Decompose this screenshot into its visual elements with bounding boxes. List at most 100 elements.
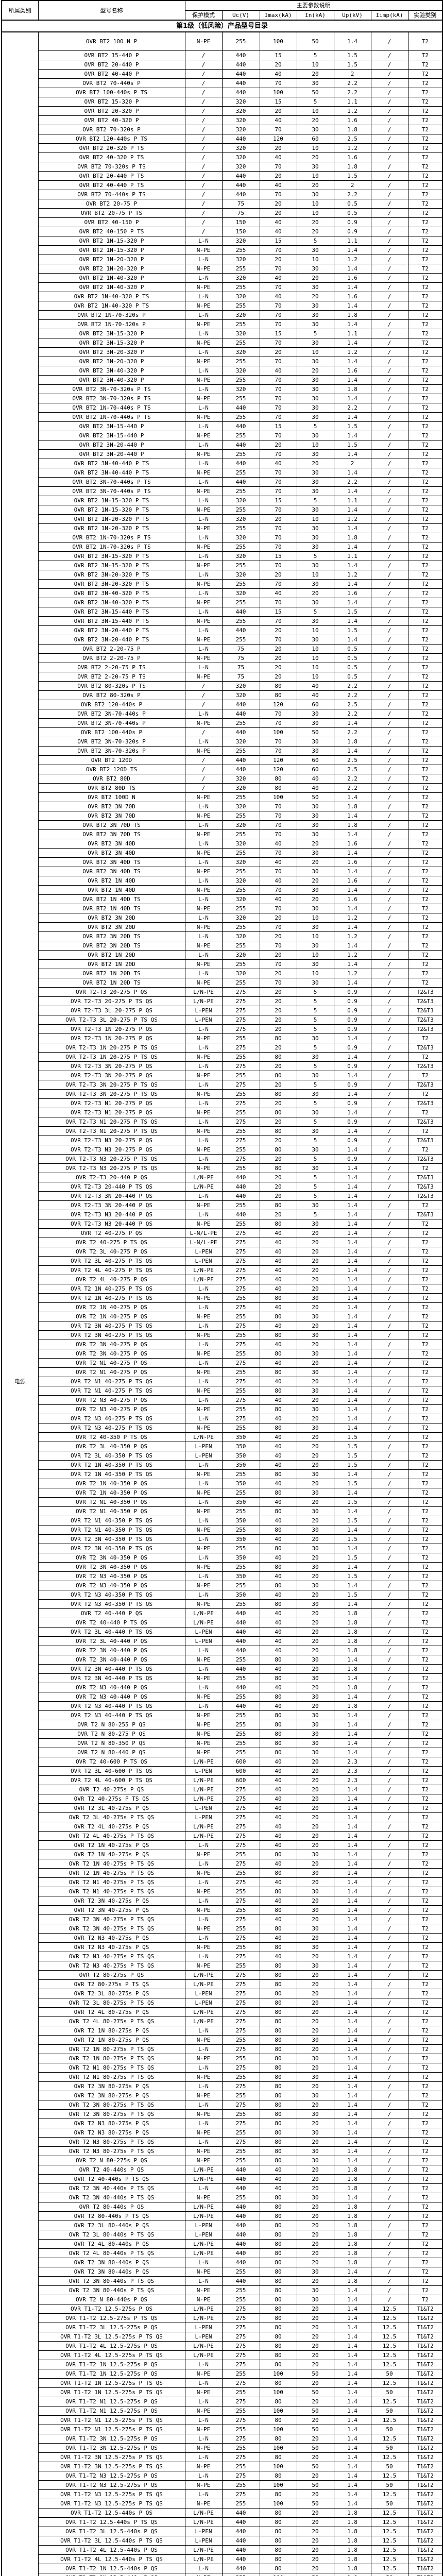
uc-cell: 275 xyxy=(222,2322,260,2332)
iimp-cell: / xyxy=(370,1589,408,1600)
model-cell: OVR T2 N3 40-275 P TS QS xyxy=(38,1422,185,1433)
table-row: OVR T2 N 80-350 P QS N-PE 255 80 30 1.4/T2 xyxy=(2,1738,443,1748)
in-cell: 30 xyxy=(296,2266,334,2277)
model-cell: OVR T2 N 80-275s P QS xyxy=(38,2155,185,2165)
iimp-cell: 12.5 xyxy=(370,2535,408,2546)
table-row: OVR T1-T2 3L 12.5-275s P TS QS L-PEN 275 80… xyxy=(2,2331,443,2342)
model-cell: OVR T1-T2 3L 12.5-440s P TS QS xyxy=(38,2535,185,2546)
uc-cell: 255 xyxy=(222,504,260,515)
uc-cell: 275 xyxy=(222,2044,260,2054)
up-cell: 1.4 xyxy=(333,1691,371,1702)
iimp-cell: / xyxy=(370,254,408,264)
iimp-cell: / xyxy=(370,1682,408,1692)
test-class-cell: T2 xyxy=(407,2276,443,2286)
table-row: OVR T2 N 80-440 P QS N-PE 255 80 30 1.4/T2 xyxy=(2,1747,443,1757)
iimp-cell: 50 xyxy=(370,2443,408,2453)
uc-cell: 255 xyxy=(222,1469,260,1479)
protect-mode-cell: L/N-PE xyxy=(184,1784,223,1794)
iimp-cell: / xyxy=(370,2192,408,2202)
model-cell: OVR T2 N1 40-350 P QS xyxy=(38,1506,185,1516)
protect-mode-cell: L-N xyxy=(184,931,223,941)
protect-mode-cell: N-PE xyxy=(184,1311,223,1321)
protect-mode-cell: L-N xyxy=(184,1079,223,1090)
protect-mode-cell: N-PE xyxy=(184,1126,223,1136)
iimp-cell: / xyxy=(370,1302,408,1312)
protect-mode-cell: N-PE xyxy=(184,1469,223,1479)
protect-mode-cell: L-N xyxy=(184,894,223,904)
up-cell: 1.4 xyxy=(333,1506,371,1516)
in-cell: 30 xyxy=(296,1404,334,1414)
uc-cell: 255 xyxy=(222,1849,260,1859)
model-cell: OVR T2 3N 80-440s P TS QS xyxy=(38,2285,185,2295)
in-cell: 20 xyxy=(296,1793,334,1804)
model-cell: OVR BT2 3N 40D TS xyxy=(38,866,185,876)
iimp-cell: 12.5 xyxy=(370,2526,408,2536)
model-cell: OVR BT2 2-20-75 P TS xyxy=(38,662,185,672)
test-class-cell: T2 xyxy=(407,430,443,440)
uc-cell: 440 xyxy=(222,2545,260,2555)
test-class-cell: T1&T2 xyxy=(407,2498,443,2509)
iimp-cell: / xyxy=(370,31,408,51)
column-header-in: In(kA) xyxy=(296,10,334,21)
test-class-cell: T2 xyxy=(407,903,443,913)
uc-cell: 320 xyxy=(222,532,260,543)
iimp-cell: / xyxy=(370,477,408,487)
imax-cell: 40 xyxy=(259,1701,297,1711)
uc-cell: 255 xyxy=(222,412,260,422)
model-cell: OVR T1-T2 12.5-440s P TS QS xyxy=(38,2517,185,2527)
table-row: OVR T2-T3 N3 20-275 P TS QS N-PE 255 80 30 1.… xyxy=(2,1163,443,1173)
protect-mode-cell: / xyxy=(184,171,223,181)
protect-mode-cell: L/N-PE xyxy=(184,2303,223,2314)
iimp-cell: / xyxy=(370,1191,408,1201)
test-class-cell: T2&T3 xyxy=(407,987,443,997)
iimp-cell: / xyxy=(370,718,408,728)
up-cell: 1.5 xyxy=(333,1450,371,1461)
model-cell: OVR BT2 1N 20D xyxy=(38,950,185,960)
test-class-cell: T2 xyxy=(407,523,443,533)
uc-cell: 320 xyxy=(222,681,260,691)
in-cell: 20 xyxy=(296,2248,334,2258)
imax-cell: 80 xyxy=(259,1905,297,1915)
uc-cell: 320 xyxy=(222,551,260,561)
up-cell: 1.4 xyxy=(333,412,371,422)
imax-cell: 70 xyxy=(259,579,297,589)
imax-cell: 80 xyxy=(259,2396,297,2406)
uc-cell: 255 xyxy=(222,1144,260,1155)
in-cell: 10 xyxy=(296,950,334,960)
protect-mode-cell: N-PE xyxy=(184,2266,223,2277)
protect-mode-cell: N-PE xyxy=(184,1330,223,1340)
protect-mode-cell: N-PE xyxy=(184,504,223,515)
in-cell: 20 xyxy=(296,2211,334,2221)
table-row: OVR T2 3N 40-275s P QS N-PE 255 80 30 1.4/T2 xyxy=(2,1905,443,1915)
protect-mode-cell: L-PEN xyxy=(184,2220,223,2230)
protect-mode-cell: L/N-PE xyxy=(184,1831,223,1841)
table-row: OVR T2 40-440s P TS QS L/N-PE 440 40 20 1.8/T… xyxy=(2,2174,443,2184)
up-cell: 1.6 xyxy=(333,291,371,301)
iimp-cell: / xyxy=(370,1052,408,1062)
test-class-cell: T2 xyxy=(407,384,443,394)
in-cell: 60 xyxy=(296,133,334,144)
imax-cell: 70 xyxy=(259,560,297,570)
table-row: OVR T2 3L 40-275s P TS QS L-PEN 275 40 20 1.4… xyxy=(2,1812,443,1822)
in-cell: 50 xyxy=(296,2480,334,2490)
in-cell: 20 xyxy=(296,1571,334,1581)
model-cell: OVR BT2 15-320 P xyxy=(38,96,185,107)
protect-mode-cell: N-PE xyxy=(184,2443,223,2453)
in-cell: 20 xyxy=(296,1831,334,1841)
protect-mode-cell: L-PEN xyxy=(184,2535,223,2546)
model-cell: OVR T1-T2 N1 12.5-275s P TS QS xyxy=(38,2424,185,2434)
uc-cell: 255 xyxy=(222,1487,260,1498)
table-row: OVR T2 N3 40-350 P TS QS L-N 350 40 20 1.5/T2 xyxy=(2,1589,443,1600)
uc-cell: 440 xyxy=(222,87,260,97)
uc-cell: 255 xyxy=(222,1070,260,1080)
model-cell: OVR T2-T3 20-440 P QS xyxy=(38,1172,185,1182)
protect-mode-cell: N-PE xyxy=(184,2285,223,2295)
in-cell: 20 xyxy=(296,115,334,125)
in-cell: 30 xyxy=(296,1218,334,1229)
test-class-cell: T2 xyxy=(407,235,443,246)
table-row: OVR T2 1N 40-350 P TS QS L-N 350 40 20 1.5/T2 xyxy=(2,1460,443,1470)
imax-cell: 100 xyxy=(259,792,297,802)
iimp-cell: / xyxy=(370,2035,408,2045)
up-cell: 0.9 xyxy=(333,1005,371,1015)
protect-mode-cell: L-N xyxy=(184,912,223,923)
